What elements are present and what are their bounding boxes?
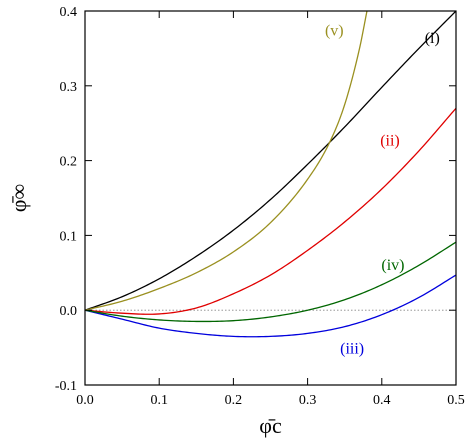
- x-tick-label: 0.5: [447, 393, 465, 408]
- plot-frame: [84, 10, 457, 386]
- series-line-2: [84, 107, 457, 315]
- x-tick-label: 0.0: [76, 393, 94, 408]
- x-tick-label: 0.3: [299, 393, 317, 408]
- y-tick-label: 0.1: [60, 229, 78, 244]
- curve-label-3: (iii): [340, 341, 364, 358]
- x-axis-label: φ̄c: [259, 413, 282, 438]
- series-line-1: [84, 10, 457, 311]
- y-tick-label: 0.0: [60, 304, 78, 319]
- curve-label-5: (v): [325, 23, 344, 40]
- curves-layer: [84, 10, 457, 338]
- ticks-layer: 0.0 0.1 0.2 0.3 0.4 0.5-0.10.00.10.20.30.4: [55, 5, 465, 408]
- series-line-3: [84, 274, 457, 338]
- series-line-5: [84, 10, 368, 311]
- y-tick-label: -0.1: [55, 379, 77, 394]
- y-axis-label: φ̄∞: [6, 184, 31, 212]
- curve-label-1: (i): [425, 30, 440, 47]
- labels-layer: (i) (ii) (iii) (iv) (v): [325, 23, 440, 358]
- x-tick-label: 0.1: [150, 393, 168, 408]
- curve-label-4: (iv): [381, 257, 404, 274]
- x-tick-label: 0.4: [373, 393, 391, 408]
- y-tick-label: 0.4: [60, 5, 78, 20]
- y-tick-label: 0.2: [60, 155, 78, 170]
- y-tick-label: 0.3: [60, 80, 78, 95]
- curve-label-2: (ii): [380, 133, 400, 150]
- x-tick-label: 0.2: [225, 393, 243, 408]
- series-line-4: [84, 241, 457, 323]
